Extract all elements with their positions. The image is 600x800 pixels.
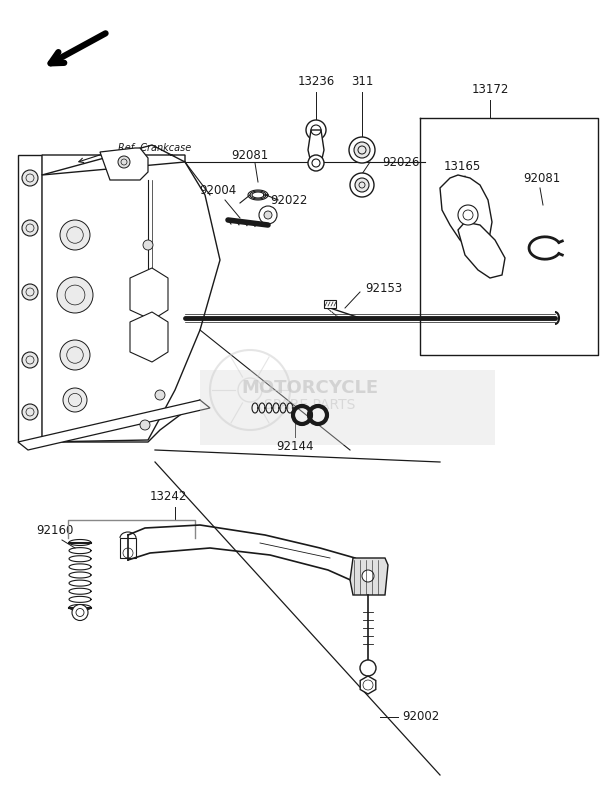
Text: 92004: 92004 [199, 184, 236, 197]
Circle shape [306, 120, 326, 140]
Circle shape [22, 404, 38, 420]
Circle shape [264, 211, 272, 219]
Circle shape [72, 605, 88, 621]
Circle shape [118, 156, 130, 168]
Circle shape [140, 420, 150, 430]
Text: 92002: 92002 [402, 710, 439, 723]
Polygon shape [360, 676, 376, 694]
Text: MOTORCYCLE: MOTORCYCLE [241, 379, 379, 397]
Polygon shape [100, 148, 148, 180]
Circle shape [155, 390, 165, 400]
Circle shape [22, 220, 38, 236]
Text: 92144: 92144 [276, 440, 314, 453]
Circle shape [350, 173, 374, 197]
Circle shape [362, 570, 374, 582]
Text: SPARE PARTS: SPARE PARTS [265, 398, 356, 412]
Circle shape [360, 660, 376, 676]
Text: 13165: 13165 [443, 160, 481, 173]
Circle shape [349, 137, 375, 163]
Text: 311: 311 [351, 75, 373, 88]
Circle shape [57, 277, 93, 313]
Text: 92081: 92081 [232, 149, 269, 162]
Polygon shape [42, 162, 220, 442]
Polygon shape [458, 222, 505, 278]
Circle shape [22, 352, 38, 368]
Circle shape [60, 340, 90, 370]
Circle shape [355, 178, 369, 192]
Polygon shape [308, 130, 324, 163]
Text: 92153: 92153 [365, 282, 402, 294]
Text: 92160: 92160 [37, 524, 74, 537]
Text: 92022: 92022 [270, 194, 307, 207]
Text: 13242: 13242 [149, 490, 187, 503]
Text: 92081: 92081 [523, 172, 560, 185]
Polygon shape [350, 558, 388, 595]
Text: Ref. Crankcase: Ref. Crankcase [118, 143, 191, 153]
Polygon shape [18, 155, 42, 442]
Polygon shape [130, 312, 168, 362]
Circle shape [354, 142, 370, 158]
Polygon shape [18, 400, 210, 450]
Circle shape [143, 240, 153, 250]
Text: 13172: 13172 [472, 83, 509, 96]
Polygon shape [42, 145, 185, 175]
Circle shape [458, 205, 478, 225]
Bar [324, 300, 336, 308]
Circle shape [259, 206, 277, 224]
Bar [120, 538, 136, 558]
Polygon shape [130, 268, 168, 320]
Circle shape [22, 284, 38, 300]
Circle shape [63, 388, 87, 412]
Circle shape [22, 170, 38, 186]
Polygon shape [440, 175, 492, 252]
Circle shape [60, 220, 90, 250]
Circle shape [308, 155, 324, 171]
Text: 92026: 92026 [382, 155, 419, 169]
Text: 13236: 13236 [298, 75, 335, 88]
Bar [200, 370, 495, 445]
